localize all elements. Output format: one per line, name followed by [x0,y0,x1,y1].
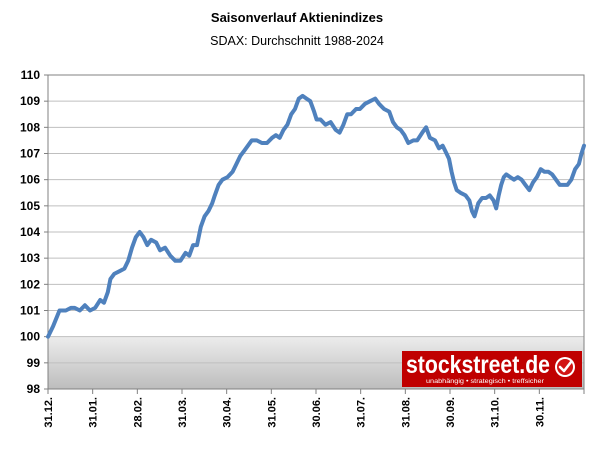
y-tick-label: 108 [20,120,40,134]
x-tick-label: 31.03. [177,397,189,428]
y-tick-label: 100 [20,330,40,344]
y-tick-label: 110 [21,68,41,82]
y-tick-label: 102 [20,277,40,291]
x-tick-label: 31.01. [88,397,100,428]
stockstreet-logo: stockstreet.de unabhängig • strategisch … [402,351,582,387]
y-tick-label: 99 [27,356,41,370]
y-tick-label: 98 [27,382,41,396]
series-line [46,93,586,339]
x-tick-label: 30.06. [311,397,323,428]
x-tick-label: 30.11. [534,397,546,427]
y-tick-label: 106 [20,173,40,187]
x-tick-label: 31.08. [400,397,412,428]
x-tick-label: 30.04. [222,397,234,428]
chart-title: Saisonverlauf Aktienindizes [211,10,383,25]
logo-tagline: unabhängig • strategisch • treffsicher [426,378,545,385]
y-tick-label: 101 [20,304,40,318]
logo-name: stockstreet.de [406,351,550,379]
y-axis: 98 99 100 101 102 103 104 105 106 107 108 109 110 [20,68,48,396]
y-tick-label: 109 [20,94,40,108]
x-tick-label: 31.10. [490,397,502,428]
x-tick-label: 31.05. [266,397,278,428]
x-axis: 31.12. 31.01. 28.02. 31.03. 30.04. 31.05. 30.0… [43,389,585,428]
x-tick-label: 31.07. [356,397,368,428]
chart-subtitle: SDAX: Durchschnitt 1988-2024 [210,34,384,48]
x-tick-label: 31.12. [43,397,55,428]
logo-background [402,351,582,387]
y-tick-label: 105 [20,199,40,213]
checkmark-icon [555,357,575,377]
y-tick-label: 104 [20,225,40,239]
y-tick-label: 103 [20,251,40,265]
y-tick-label: 107 [20,147,40,161]
x-tick-label: 28.02. [132,397,144,428]
x-tick-label: 30.09. [445,397,457,428]
